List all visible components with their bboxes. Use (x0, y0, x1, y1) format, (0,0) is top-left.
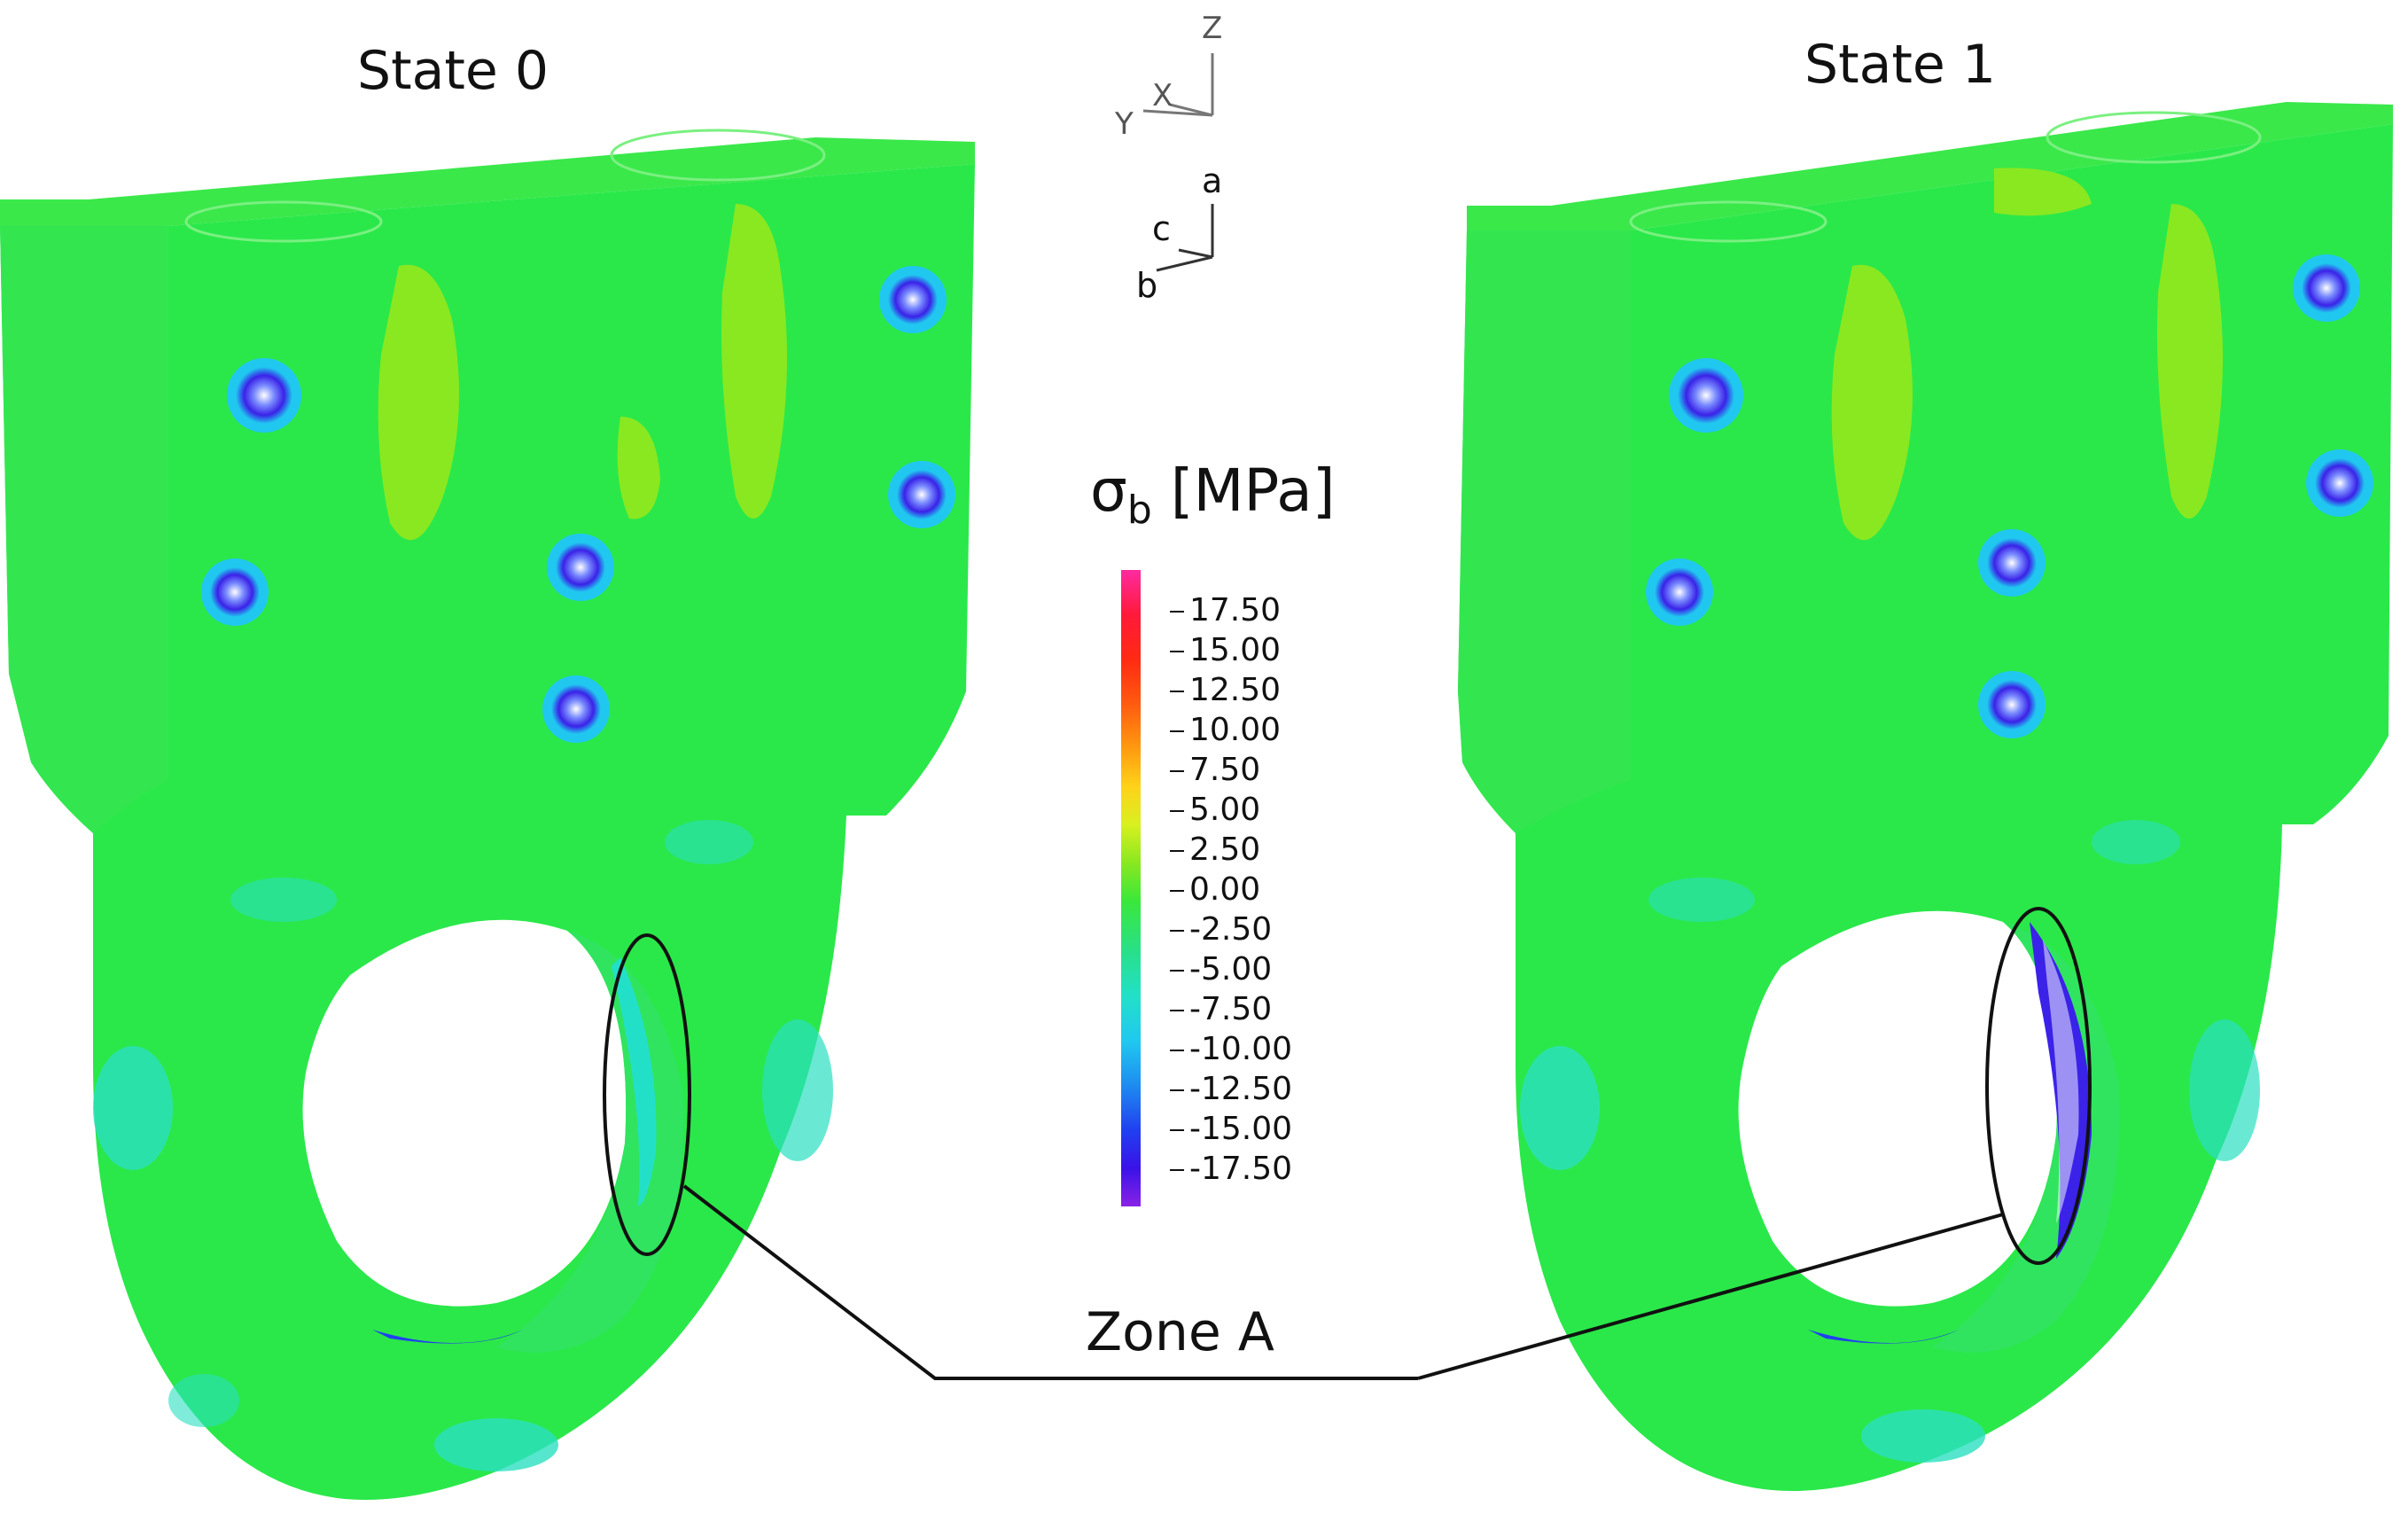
bolt-hole (1978, 671, 2046, 738)
bore-stress-band (372, 1330, 523, 1344)
zone-a-leader-right (1417, 1213, 2004, 1380)
part-side-face (0, 226, 168, 833)
bolt-hole (2293, 254, 2360, 322)
local-axis-a-label: a (1202, 161, 1223, 200)
high-stress-patch (721, 204, 787, 519)
legend-symbol: σ (1090, 457, 1127, 525)
part-state-1 (1458, 102, 2393, 1491)
global-axis-y-label: Y (1115, 106, 1134, 142)
legend-tick-label: 10.00 (1189, 712, 1282, 748)
legend-tick: 17.50 (1170, 595, 1281, 627)
legend-tick-label: -17.50 (1189, 1151, 1293, 1187)
local-axis-triad (1156, 204, 1214, 272)
legend-unit: [MPa] (1151, 457, 1336, 525)
legend-tick: 7.50 (1170, 754, 1260, 786)
local-axis-b-label: b (1136, 266, 1158, 305)
bolt-hole (879, 266, 947, 333)
bore-stress-band (2043, 940, 2079, 1223)
global-axis-x-label: X (1152, 78, 1173, 113)
low-stress-patch (1648, 878, 1755, 922)
legend-tick: 12.50 (1170, 675, 1281, 706)
zone-a-outline-right (1985, 907, 2092, 1265)
bolt-hole (1646, 558, 1713, 626)
legend-tick-label: 7.50 (1189, 752, 1261, 788)
part-side-face (1458, 230, 1631, 833)
eye-hole (1738, 910, 2058, 1307)
low-stress-patch (1861, 1409, 1985, 1463)
legend-tick-label: 17.50 (1189, 592, 1282, 628)
legend-tick: -17.50 (1170, 1153, 1292, 1185)
zone-a-leader-left (682, 1184, 1064, 1380)
bolt-hole (201, 558, 269, 626)
high-stress-patch (1831, 264, 1913, 541)
legend-color-bar (1121, 570, 1141, 1206)
legend-subscript: b (1126, 488, 1152, 534)
high-stress-patch (2157, 204, 2223, 519)
low-stress-patch (665, 820, 753, 864)
legend-tick: -12.50 (1170, 1073, 1292, 1105)
top-bore (1629, 200, 1827, 243)
local-axis-c-label: c (1152, 209, 1171, 248)
legend-tick: -2.50 (1170, 914, 1272, 946)
legend-tick-label: -5.00 (1189, 951, 1273, 987)
low-stress-patch (2092, 820, 2180, 864)
legend-tick-label: 15.00 (1189, 632, 1282, 668)
global-axis-z-label: Z (1202, 11, 1223, 46)
global-axis-triad (1142, 53, 1214, 117)
legend-tick: -5.00 (1170, 954, 1272, 986)
zone-a-label: Zone A (1086, 1301, 1274, 1363)
bolt-hole (227, 358, 301, 433)
legend-tick-label: -12.50 (1189, 1071, 1293, 1107)
bolt-hole (1978, 529, 2046, 597)
bolt-hole (542, 675, 610, 743)
legend-ticks: 17.50 15.00 12.50 10.00 7.50 5.00 2.50 0… (1170, 570, 1347, 1226)
bore-stress-band (1808, 1330, 1959, 1344)
legend-tick: 10.00 (1170, 714, 1281, 746)
low-stress-patch (93, 1046, 173, 1170)
legend-tick-label: 2.50 (1189, 831, 1261, 868)
legend-tick: 0.00 (1170, 874, 1260, 906)
zone-a-outline-left (603, 933, 691, 1256)
legend-tick: 15.00 (1170, 635, 1281, 667)
legend-tick-label: 0.00 (1189, 871, 1261, 908)
legend-tick-label: 12.50 (1189, 672, 1282, 708)
bolt-hole (1669, 358, 1743, 433)
part-body (0, 164, 975, 1500)
eye-hole (302, 919, 627, 1307)
panel-title-state-1: State 1 (1804, 34, 1997, 96)
part-state-0 (0, 129, 975, 1500)
low-stress-patch (434, 1418, 558, 1471)
top-bore (2046, 111, 2262, 164)
high-stress-patch (617, 417, 660, 519)
legend-tick-label: 5.00 (1189, 792, 1261, 828)
legend-tick-label: -7.50 (1189, 991, 1273, 1027)
legend-tick: -15.00 (1170, 1113, 1292, 1145)
bore-stress-band (612, 957, 657, 1206)
part-top-face (1467, 102, 2393, 230)
part-body (1458, 124, 2393, 1491)
high-stress-patch (378, 264, 459, 541)
legend-tick-label: -10.00 (1189, 1031, 1293, 1067)
bolt-hole (2306, 449, 2373, 517)
low-stress-patch (2189, 1019, 2260, 1161)
low-stress-patch (762, 1019, 833, 1161)
legend-title: σb [MPa] (1090, 457, 1335, 533)
low-stress-patch (168, 1374, 239, 1427)
bolt-hole (888, 461, 955, 528)
legend-tick: -10.00 (1170, 1034, 1292, 1065)
legend-tick: 5.00 (1170, 794, 1260, 826)
low-stress-patch (1520, 1046, 1600, 1170)
legend-tick: 2.50 (1170, 834, 1260, 866)
bolt-hole (547, 534, 614, 601)
legend-tick: -7.50 (1170, 994, 1272, 1026)
high-stress-patch (1994, 168, 2092, 216)
top-bore (184, 200, 383, 243)
low-stress-patch (230, 878, 337, 922)
panel-title-state-0: State 0 (357, 40, 549, 102)
legend-tick-label: -15.00 (1189, 1111, 1293, 1147)
top-bore (610, 129, 826, 182)
legend-tick-label: -2.50 (1189, 911, 1273, 948)
